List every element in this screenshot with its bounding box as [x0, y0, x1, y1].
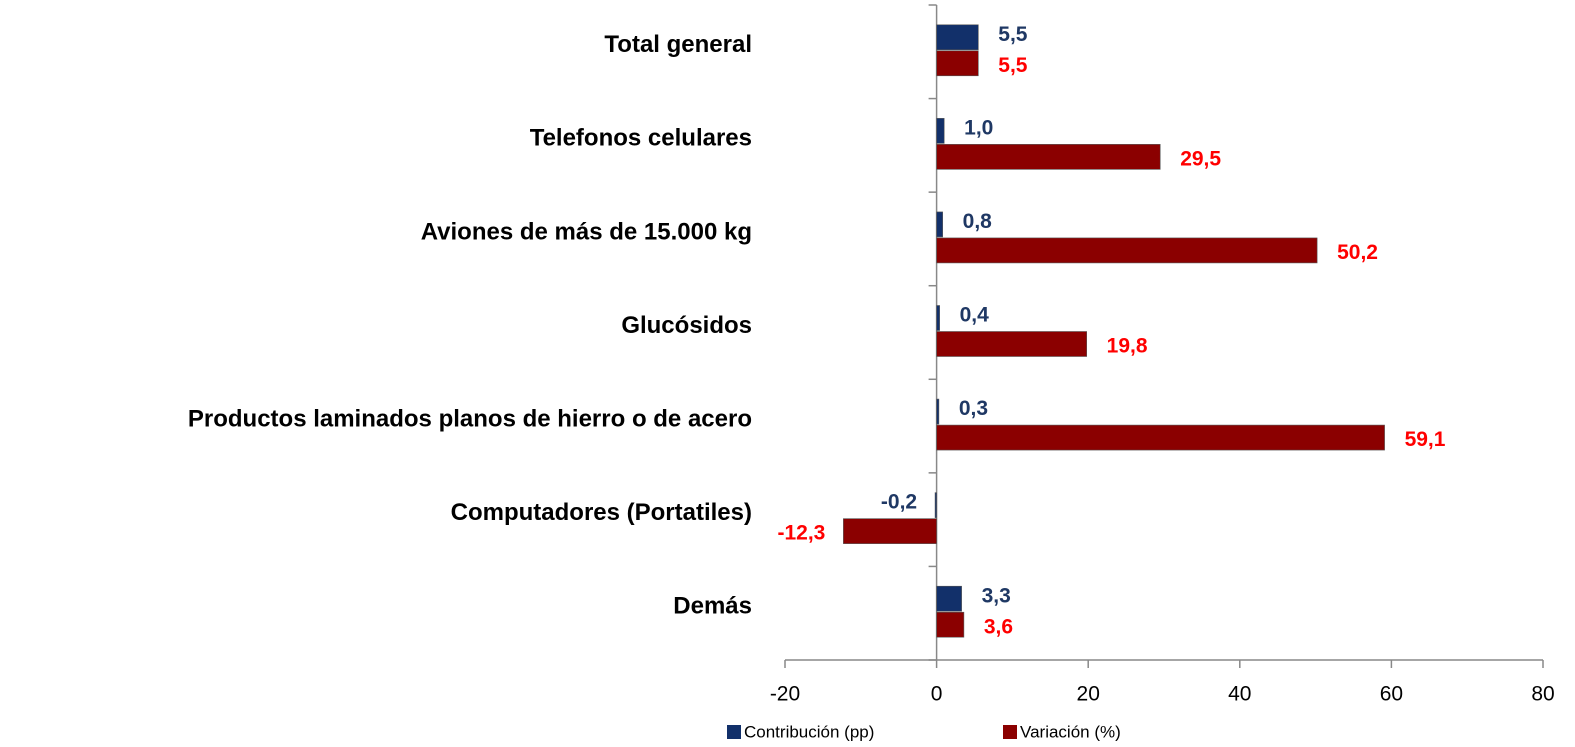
- category-label: Productos laminados planos de hierro o d…: [188, 405, 752, 432]
- value-label: 0,8: [963, 210, 993, 233]
- value-label: 1,0: [964, 116, 993, 139]
- bar: [936, 398, 940, 425]
- category-label: Computadores (Portatiles): [451, 499, 752, 526]
- legend-label: Variación (%): [1020, 722, 1121, 741]
- value-label: 0,3: [959, 397, 988, 420]
- x-tick-label: 60: [1380, 683, 1403, 706]
- value-label: 50,2: [1337, 241, 1378, 264]
- category-label: Total general: [604, 31, 752, 58]
- bar: [936, 24, 979, 51]
- bar: [936, 585, 962, 612]
- bar: [936, 118, 945, 144]
- category-label: Glucósidos: [621, 312, 752, 339]
- value-label: 19,8: [1107, 335, 1148, 358]
- value-label: 5,5: [998, 23, 1028, 46]
- bar: [843, 518, 937, 544]
- value-label: 0,4: [960, 304, 990, 327]
- bar: [934, 492, 937, 518]
- bar: [936, 144, 1161, 170]
- bar: [936, 611, 965, 638]
- bar: [936, 50, 979, 77]
- category-label: Demás: [673, 593, 752, 620]
- category-label: Aviones de más de 15.000 kg: [421, 218, 752, 245]
- x-tick-label: 0: [931, 683, 943, 706]
- value-label: 3,3: [982, 584, 1011, 607]
- bar: [936, 331, 1087, 357]
- category-label: Telefonos celulares: [530, 125, 752, 152]
- bar: [936, 424, 1385, 451]
- value-label: -0,2: [881, 491, 917, 514]
- legend-swatch: [727, 725, 741, 739]
- bar: [936, 305, 940, 331]
- legend-swatch: [1003, 725, 1017, 739]
- value-label: 3,6: [984, 615, 1013, 638]
- value-label: 5,5: [998, 54, 1028, 77]
- x-tick-label: 20: [1077, 683, 1100, 706]
- value-label: 29,5: [1180, 147, 1221, 170]
- value-label: -12,3: [777, 522, 825, 545]
- x-tick-label: 40: [1228, 683, 1251, 706]
- x-tick-label: -20: [770, 683, 800, 706]
- x-tick-label: 80: [1531, 683, 1554, 706]
- legend-label: Contribución (pp): [744, 722, 874, 741]
- bar: [936, 211, 943, 238]
- bar: [936, 237, 1318, 264]
- value-label: 59,1: [1405, 428, 1446, 451]
